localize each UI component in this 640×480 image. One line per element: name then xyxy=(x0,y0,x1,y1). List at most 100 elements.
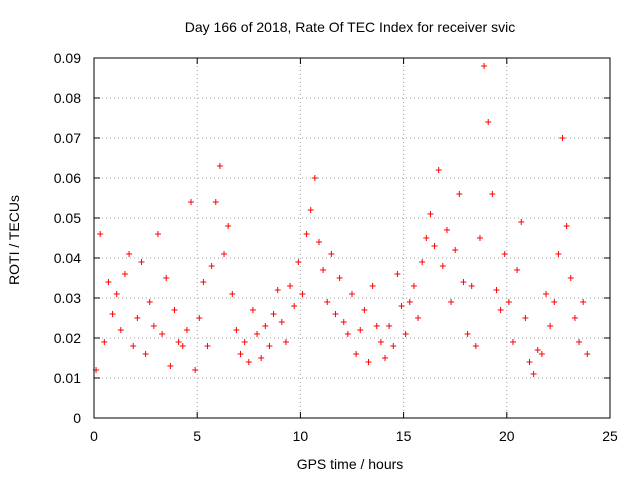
data-point xyxy=(324,299,331,305)
data-point xyxy=(216,163,223,169)
data-points xyxy=(93,63,591,377)
data-point xyxy=(547,323,554,329)
data-point xyxy=(543,291,550,297)
data-point xyxy=(402,331,409,337)
data-point xyxy=(526,359,533,365)
data-point xyxy=(291,303,298,309)
data-point xyxy=(200,279,207,285)
y-tick-label: 0.05 xyxy=(54,210,81,226)
data-point xyxy=(340,319,347,325)
data-point xyxy=(406,299,413,305)
data-point xyxy=(266,343,273,349)
data-point xyxy=(237,351,244,357)
data-point xyxy=(278,319,285,325)
y-tick-label: 0.01 xyxy=(54,370,81,386)
data-point xyxy=(439,263,446,269)
data-point xyxy=(476,235,483,241)
data-point xyxy=(167,363,174,369)
data-point xyxy=(448,299,455,305)
data-point xyxy=(584,351,591,357)
data-point xyxy=(472,343,479,349)
x-tick-label: 10 xyxy=(293,428,309,444)
y-tick-label: 0.06 xyxy=(54,170,81,186)
data-point xyxy=(485,119,492,125)
data-point xyxy=(497,307,504,313)
data-point xyxy=(258,355,265,361)
data-point xyxy=(386,323,393,329)
data-point xyxy=(130,343,137,349)
data-point xyxy=(357,327,364,333)
data-point xyxy=(571,315,578,321)
data-point xyxy=(563,223,570,229)
data-point xyxy=(460,279,467,285)
data-point xyxy=(328,251,335,257)
data-point xyxy=(229,291,236,297)
data-point xyxy=(530,371,537,377)
data-point xyxy=(245,359,252,365)
data-point xyxy=(175,339,182,345)
data-point xyxy=(501,251,508,257)
data-point xyxy=(489,191,496,197)
y-tick-label: 0.09 xyxy=(54,50,81,66)
data-point xyxy=(204,343,211,349)
chart-title: Day 166 of 2018, Rate Of TEC Index for r… xyxy=(185,19,515,35)
x-tick-label: 15 xyxy=(396,428,412,444)
data-point xyxy=(311,175,318,181)
data-point xyxy=(287,283,294,289)
data-point xyxy=(464,331,471,337)
data-point xyxy=(196,315,203,321)
data-point xyxy=(183,327,190,333)
data-point xyxy=(361,307,368,313)
data-point xyxy=(377,339,384,345)
y-tick-label: 0.03 xyxy=(54,290,81,306)
data-point xyxy=(559,135,566,141)
data-point xyxy=(307,207,314,213)
data-point xyxy=(188,199,195,205)
data-point xyxy=(179,343,186,349)
data-point xyxy=(332,311,339,317)
data-point xyxy=(225,223,232,229)
x-tick-label: 0 xyxy=(90,428,98,444)
x-tick-label: 5 xyxy=(193,428,201,444)
data-point xyxy=(163,275,170,281)
data-point xyxy=(233,327,240,333)
grid-lines xyxy=(94,58,610,418)
data-point xyxy=(435,167,442,173)
data-point xyxy=(270,311,277,317)
y-tick-label: 0.02 xyxy=(54,330,81,346)
data-point xyxy=(344,331,351,337)
y-tick-label: 0.07 xyxy=(54,130,81,146)
data-point xyxy=(212,199,219,205)
data-point xyxy=(505,299,512,305)
data-point xyxy=(534,347,541,353)
data-point xyxy=(369,283,376,289)
data-point xyxy=(373,323,380,329)
data-point xyxy=(522,315,529,321)
data-point xyxy=(580,299,587,305)
data-point xyxy=(493,287,500,293)
data-point xyxy=(105,279,112,285)
data-point xyxy=(382,355,389,361)
data-point xyxy=(481,63,488,69)
y-tick-label: 0.08 xyxy=(54,90,81,106)
data-point xyxy=(551,299,558,305)
data-point xyxy=(456,191,463,197)
data-point xyxy=(282,339,289,345)
data-point xyxy=(443,227,450,233)
data-point xyxy=(365,359,372,365)
data-point xyxy=(159,331,166,337)
x-axis-label: GPS time / hours xyxy=(297,456,404,472)
data-point xyxy=(241,339,248,345)
data-point xyxy=(299,291,306,297)
data-point xyxy=(398,303,405,309)
data-point xyxy=(126,251,133,257)
data-point xyxy=(113,291,120,297)
data-point xyxy=(431,243,438,249)
data-point xyxy=(567,275,574,281)
data-point xyxy=(150,323,157,329)
data-point xyxy=(415,315,422,321)
data-point xyxy=(262,323,269,329)
data-point xyxy=(468,283,475,289)
y-tick-label: 0 xyxy=(73,410,81,426)
